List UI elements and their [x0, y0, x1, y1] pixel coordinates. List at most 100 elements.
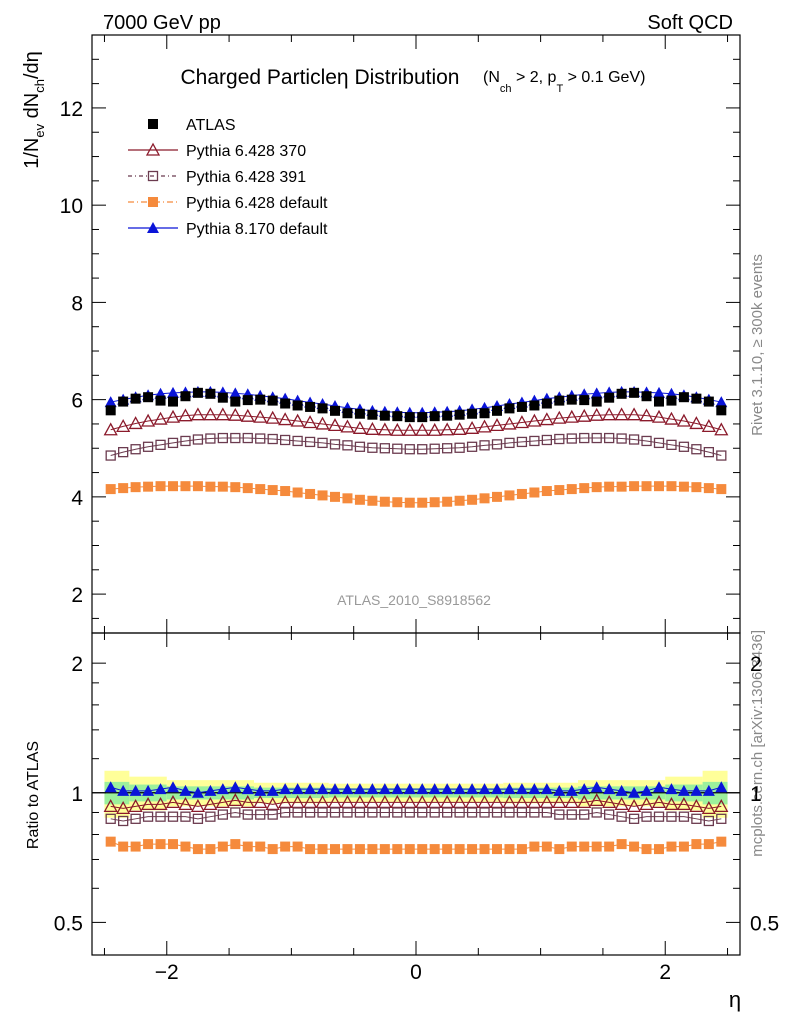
ratio-point [516, 844, 527, 855]
data-point [167, 437, 179, 449]
ratio-point [190, 798, 206, 812]
data-point [614, 407, 629, 421]
ratio-point [666, 841, 677, 852]
data-point [678, 441, 690, 452]
data-point [678, 392, 689, 403]
legend-entry-pythia-8-170-default: Pythia 8.170 default [128, 221, 328, 238]
data-point [354, 408, 365, 419]
ratio-point [442, 807, 453, 818]
x-tick-label: −2 [155, 961, 179, 984]
data-point [604, 481, 615, 492]
series-pythia-6-428-391 [105, 432, 727, 461]
data-point [180, 481, 191, 492]
data-point [192, 387, 203, 398]
ratio-point [254, 784, 267, 796]
data-point [105, 484, 116, 495]
data-point [591, 432, 602, 444]
data-point [552, 410, 567, 424]
data-point [242, 395, 253, 406]
x-axis-label: η [729, 987, 741, 1012]
ratio-point [691, 813, 702, 824]
ratio-point [714, 798, 729, 812]
data-point [280, 486, 291, 497]
data-point [342, 493, 353, 504]
legend-label: Pythia 6.428 391 [186, 169, 306, 186]
data-point [367, 442, 378, 453]
ratio-point [665, 783, 678, 795]
data-point [140, 413, 156, 427]
ratio-point [417, 807, 428, 818]
data-point [579, 432, 590, 444]
data-point [602, 407, 617, 421]
data-point [541, 434, 552, 446]
ratio-point [628, 813, 640, 824]
ratio-point [516, 807, 528, 818]
ratio-point [715, 781, 728, 793]
ratio-y-tick-label-right: 1 [750, 783, 762, 806]
legend-entry-pythia-6-428-default: Pythia 6.428 default [128, 195, 328, 212]
data-point [639, 408, 654, 422]
ratio-point [479, 807, 490, 818]
data-point [118, 446, 129, 458]
ratio-point [367, 807, 378, 818]
data-point [664, 411, 679, 425]
ratio-point [564, 795, 579, 809]
ratio-point [529, 807, 540, 818]
data-point [217, 481, 228, 492]
ratio-point [491, 807, 503, 818]
data-point [377, 422, 392, 436]
data-point [404, 412, 415, 423]
data-point [641, 481, 652, 492]
ratio-point [304, 783, 317, 795]
ratio-point [304, 807, 316, 818]
ratio-point [604, 809, 615, 820]
data-point [514, 415, 530, 429]
ratio-point [478, 783, 491, 795]
ratio-panel-marks [103, 781, 729, 855]
ratio-point [664, 796, 679, 810]
ratio-point [504, 844, 515, 855]
legend-label: Pythia 8.170 default [186, 221, 328, 238]
ratio-point [103, 798, 118, 812]
data-point [529, 487, 540, 498]
data-point [504, 403, 515, 414]
ratio-point [616, 839, 627, 850]
data-point [579, 483, 590, 494]
data-point [566, 433, 577, 444]
data-point [467, 408, 478, 419]
ratio-point [191, 786, 204, 798]
data-point [641, 435, 652, 447]
data-point [539, 412, 554, 426]
ratio-point [215, 795, 230, 809]
data-point [327, 418, 343, 432]
data-point [178, 408, 193, 422]
y-tick-label: 4 [71, 487, 83, 510]
data-point [516, 436, 528, 448]
ratio-point [230, 839, 241, 850]
ratio-point [168, 839, 178, 850]
data-point [464, 420, 480, 434]
ratio-point [180, 841, 191, 852]
data-point [566, 394, 577, 405]
ratio-point [666, 811, 677, 822]
y-tick-label: 12 [60, 98, 83, 121]
mcplots-side-label: mcplots.cern.ch [arXiv:1306.3436] [749, 630, 766, 857]
legend-label: ATLAS [186, 117, 236, 134]
ratio-point [192, 844, 203, 855]
data-point [304, 436, 316, 448]
ratio-point [504, 807, 515, 818]
data-point [330, 405, 340, 416]
ratio-point [702, 784, 715, 796]
data-point [715, 396, 728, 408]
data-point [230, 396, 241, 407]
data-point [429, 411, 440, 422]
data-point [417, 444, 428, 455]
ratio-point [454, 807, 465, 818]
ratio-point [590, 781, 603, 793]
data-point [190, 407, 206, 421]
ratio-point [167, 781, 179, 793]
ratio-point [653, 811, 665, 822]
ratio-point [354, 807, 366, 818]
data-point [292, 435, 303, 447]
